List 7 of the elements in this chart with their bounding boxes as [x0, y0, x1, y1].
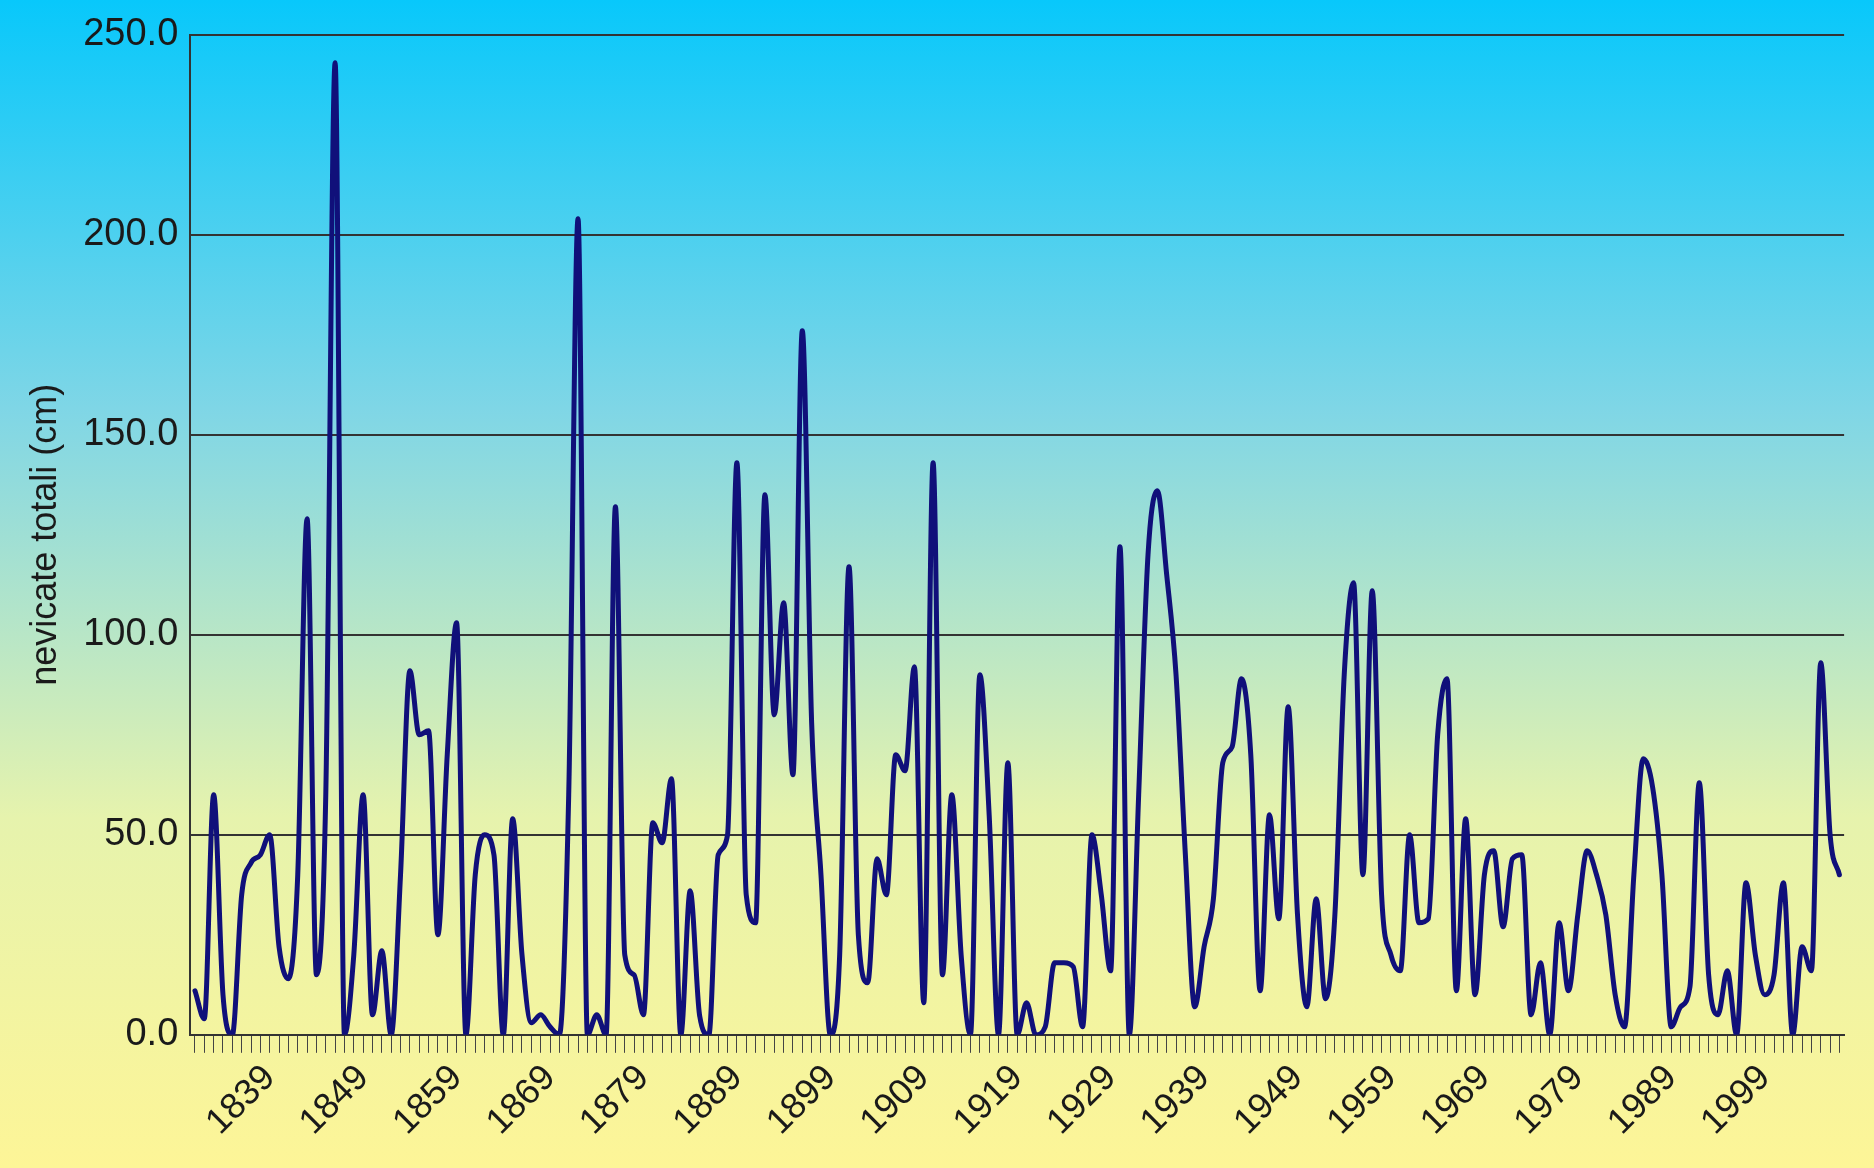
y-tick-label: 200.0: [83, 211, 179, 254]
y-tick-label: 150.0: [83, 411, 179, 454]
y-axis-title: nevicate totali (cm): [22, 383, 64, 686]
y-tick-label: 50.0: [104, 811, 179, 854]
y-tick-label: 250.0: [83, 11, 179, 54]
y-tick-label: 0.0: [125, 1011, 179, 1054]
y-tick-label: 100.0: [83, 611, 179, 654]
